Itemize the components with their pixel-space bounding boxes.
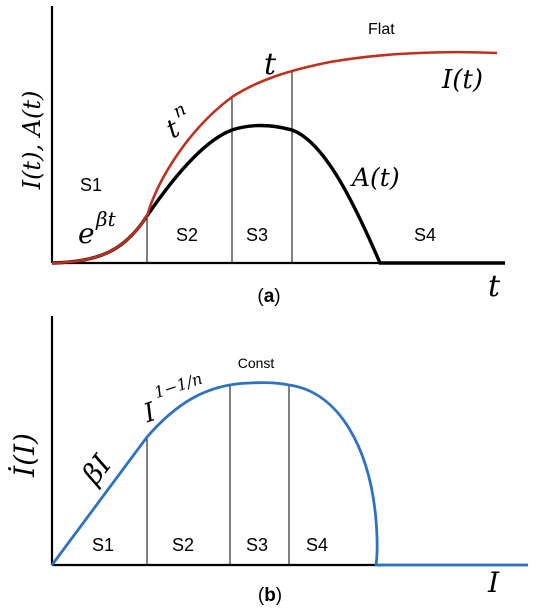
stage-label-s2: S2 xyxy=(176,225,198,245)
panel-b-x-axis-label: I xyxy=(487,566,500,599)
stage-label-s3: S3 xyxy=(246,225,268,245)
label-const: Const xyxy=(238,355,275,371)
panel-b-stage-label-s1: S1 xyxy=(92,535,114,555)
label-exponential: e βt xyxy=(78,207,117,250)
panel-b-y-axis-label: İ(I) xyxy=(8,433,41,478)
panel-b-stage-label-s4: S4 xyxy=(306,535,328,555)
label-linear-t: t xyxy=(264,47,277,82)
label-power-t-n: t n xyxy=(161,99,189,145)
label-a-of-t: A(t) xyxy=(350,163,400,192)
panel-a: I(t), A(t) t I(t) A(t) Flat t t n e βt S… xyxy=(18,6,505,307)
panel-a-y-axis-label: I(t), A(t) xyxy=(18,91,46,191)
curve-i-dot xyxy=(50,381,528,567)
stage-label-s1: S1 xyxy=(80,175,102,195)
label-i-of-t: I(t) xyxy=(441,65,483,95)
label-exp-base: e xyxy=(78,217,95,250)
panel-b-stage-label-s3: S3 xyxy=(246,535,268,555)
label-flat: Flat xyxy=(368,21,395,38)
panel-b: İ(I) I βI I 1−1/n Const S1 S2 S3 S4 (b) xyxy=(8,316,528,606)
stage-label-s4: S4 xyxy=(414,225,436,245)
label-power-i: I 1−1/n xyxy=(139,369,204,429)
curve-a-of-t xyxy=(51,123,505,265)
panel-b-stage-label-s2: S2 xyxy=(172,535,194,555)
panel-a-x-axis-label: t xyxy=(488,269,501,304)
panel-a-caption: (a) xyxy=(257,286,280,307)
curve-i-of-t xyxy=(51,50,498,265)
label-exp-power: βt xyxy=(95,207,117,231)
panel-b-caption: (b) xyxy=(258,585,282,606)
